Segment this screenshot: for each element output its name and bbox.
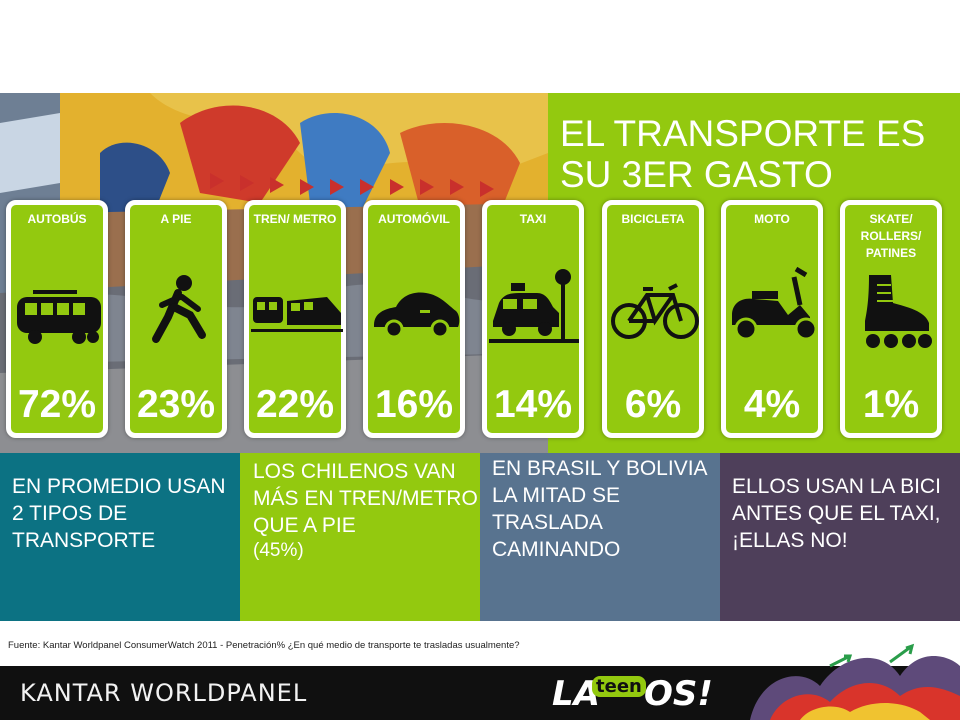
walking-person-icon	[152, 275, 206, 343]
card-label: TAXI	[519, 212, 547, 226]
fact-box-promedio: EN PROMEDIO USAN 2 TIPOS DE TRANSPORTE	[0, 453, 240, 621]
fact-text: ELLOS USAN LA BICI ANTES QUE EL TAXI, ¡E…	[732, 475, 941, 552]
bus-icon	[17, 290, 101, 344]
latinoteens-logo: LA teen OS!	[552, 670, 713, 720]
card-value: 14%	[493, 383, 573, 426]
card-tren-metro: TREN/ METRO 22%	[244, 200, 346, 438]
fact-text: EN BRASIL Y BOLIVIA LA MITAD SE TRASLADA…	[492, 457, 707, 561]
card-label: AUTOMÓVIL	[378, 212, 450, 226]
card-value: 72%	[17, 383, 97, 426]
card-value: 1%	[862, 383, 920, 426]
card-value: 4%	[743, 383, 801, 426]
card-value: 16%	[374, 383, 454, 426]
footer-bar: KANTAR WORLDPANEL LA teen OS!	[0, 643, 960, 720]
card-label: MOTO	[754, 212, 790, 226]
train-icon	[251, 297, 343, 332]
fact-note: (45%)	[253, 540, 304, 561]
graffiti-decoration	[750, 643, 960, 720]
card-value: 6%	[624, 383, 682, 426]
card-value: 22%	[255, 383, 335, 426]
fact-box-brasil-bolivia: EN BRASIL Y BOLIVIA LA MITAD SE TRASLADA…	[480, 453, 720, 621]
logo-text-right: OS!	[644, 674, 713, 714]
card-automovil: AUTOMÓVIL 16%	[363, 200, 465, 438]
card-label: TREN/ METRO	[253, 212, 337, 226]
source-note: Fuente: Kantar Worldpanel ConsumerWatch …	[8, 640, 520, 651]
card-a-pie: A PIE 23%	[125, 200, 227, 438]
card-moto: MOTO 4%	[721, 200, 823, 438]
logo-text-mid: teen	[592, 676, 646, 697]
card-label: SKATE/ ROLLERS/ PATINES	[860, 212, 922, 260]
fact-box-ellos-ellas: ELLOS USAN LA BICI ANTES QUE EL TAXI, ¡E…	[720, 453, 960, 621]
scooter-icon	[732, 266, 818, 341]
taxi-icon	[489, 269, 579, 343]
card-autobus: AUTOBÚS 72%	[6, 200, 108, 438]
bicycle-icon	[611, 283, 699, 339]
card-label: BICICLETA	[621, 212, 685, 226]
card-taxi: TAXI 14%	[482, 200, 584, 438]
fact-text: EN PROMEDIO USAN 2 TIPOS DE TRANSPORTE	[12, 475, 226, 552]
card-value: 23%	[136, 383, 216, 426]
kantar-worldpanel-logo: KANTAR WORLDPANEL	[20, 679, 308, 707]
logo-text-left: LA	[552, 674, 600, 714]
card-bicicleta: BICICLETA 6%	[602, 200, 704, 438]
car-icon	[374, 292, 460, 339]
slide-title: EL TRANSPORTE ES SU 3ER GASTO	[560, 113, 926, 195]
fact-text: LOS CHILENOS VAN MÁS EN TREN/METRO QUE A…	[253, 460, 478, 537]
fact-box-chilenos: LOS CHILENOS VAN MÁS EN TREN/METRO QUE A…	[240, 453, 480, 621]
card-skate: SKATE/ ROLLERS/ PATINES 1%	[840, 200, 942, 438]
card-label: AUTOBÚS	[27, 212, 87, 226]
card-label: A PIE	[160, 212, 192, 226]
roller-skate-icon	[865, 275, 932, 348]
